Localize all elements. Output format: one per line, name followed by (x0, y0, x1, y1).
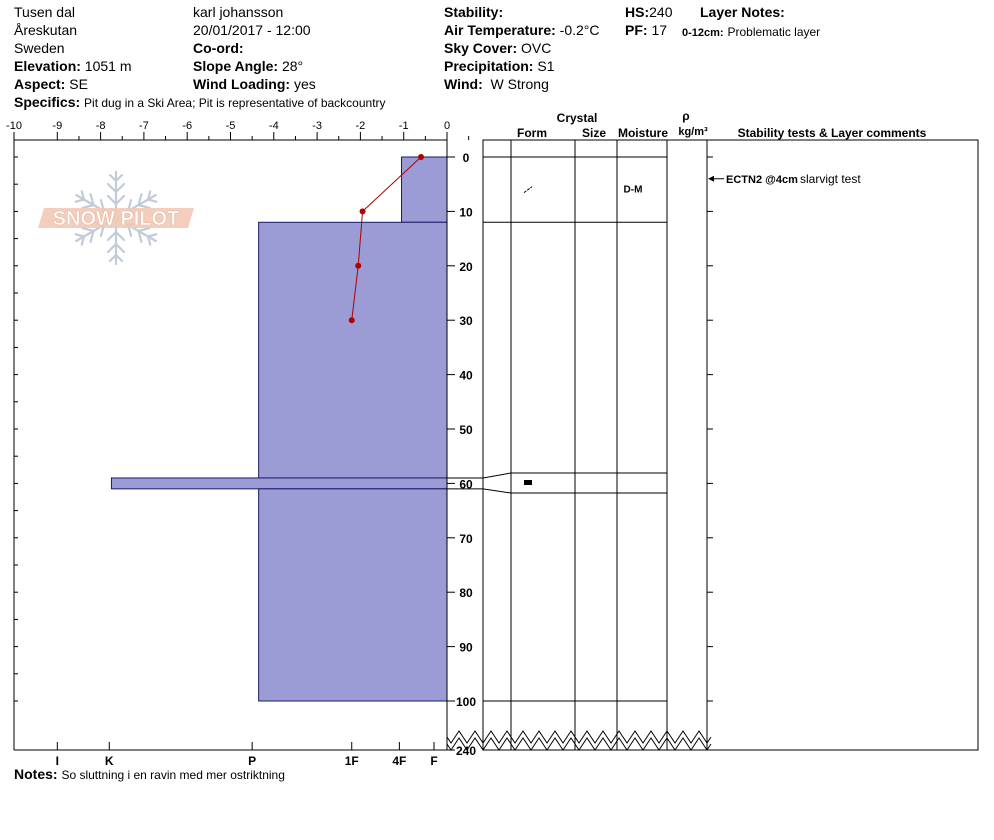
hardness-layer-bar (110, 477, 448, 490)
slope-angle: Slope Angle: 28° (193, 58, 304, 74)
sky-cover: Sky Cover: OVC (444, 40, 552, 56)
header-size: Size (582, 126, 606, 140)
temp-tick-label: -2 (356, 120, 366, 132)
wind: Wind: W Strong (444, 76, 549, 92)
layer-connector (482, 472, 512, 479)
temp-tick-label: -10 (6, 120, 22, 132)
hardness-layer-bar (258, 221, 448, 479)
temperature-line (351, 156, 422, 321)
temp-tick-label: 0 (444, 120, 450, 132)
table-frame (482, 139, 979, 751)
hardness-label: I (56, 754, 59, 768)
temp-tick-label: -8 (96, 120, 106, 132)
stability-test-arrow (708, 175, 714, 182)
air-temperature: Air Temperature: -0.2°C (444, 22, 600, 38)
temp-tick-label: -4 (269, 120, 279, 132)
hardness-label: P (248, 754, 256, 768)
depth-tick-label: 30 (459, 314, 473, 328)
crystal-form-symbol (524, 480, 532, 485)
hardness-layer-bar (401, 156, 448, 223)
notes: Notes: So sluttning i en ravin med mer o… (14, 766, 285, 782)
header-crystal: Crystal (557, 111, 598, 125)
stability: Stability: (444, 4, 504, 20)
depth-tick-label: 50 (459, 423, 473, 437)
crystal-form-symbol (523, 186, 533, 194)
depth-tick-label: 40 (459, 369, 473, 383)
temperature-point (418, 154, 425, 160)
temperature-point (355, 262, 362, 269)
layer-connector (482, 488, 512, 494)
temp-tick-label: -6 (182, 120, 192, 132)
hardness-label: 4F (392, 754, 406, 768)
precipitation: Precipitation: S1 (444, 58, 555, 74)
depth-break-zigzag (446, 737, 712, 751)
depth-tick-label: 100 (456, 695, 476, 709)
coord: Co-ord: (193, 40, 244, 56)
hardness-layer-bar (258, 488, 448, 702)
country: Sweden (14, 40, 65, 56)
stability-test-comment: slarvigt test (800, 172, 861, 186)
header-rho: ρ (682, 109, 689, 123)
temp-tick-label: -1 (399, 120, 409, 132)
location: Tusen dal (14, 4, 75, 20)
temp-tick-label: -3 (312, 120, 322, 132)
hardness-label: 1F (345, 754, 359, 768)
header-form: Form (517, 126, 547, 140)
hardness-label: F (430, 754, 437, 768)
moisture-value: D-M (624, 185, 643, 196)
snowpilot-logo: SNOW PILOT (38, 170, 194, 266)
hardness-label: K (105, 754, 114, 768)
depth-tick-label: 0 (463, 151, 470, 165)
depth-tick-label: 90 (459, 641, 473, 655)
temp-tick-label: -7 (139, 120, 149, 132)
datetime: 20/01/2017 - 12:00 (193, 22, 311, 38)
depth-tick-label: 70 (459, 532, 473, 546)
temperature-point (348, 317, 355, 324)
header-density-unit: kg/m³ (678, 126, 708, 138)
depth-tick-label: 80 (459, 586, 473, 600)
aspect: Aspect: SE (14, 76, 88, 92)
temp-tick-label: -5 (226, 120, 236, 132)
depth-tick-label: 240 (456, 744, 476, 758)
depth-tick-label: 20 (459, 260, 473, 274)
pf: PF: 17 (625, 22, 668, 38)
depth-break-zigzag (446, 730, 712, 744)
stability-test-label: ECTN2 @4cm (726, 174, 798, 186)
area: Åreskutan (14, 22, 78, 38)
layer-note: 0-12cm: Problematic layer (682, 25, 821, 39)
logo-text: SNOW PILOT (53, 208, 180, 230)
elevation: Elevation: 1051 m (14, 58, 132, 74)
layer-notes-title: Layer Notes: (700, 4, 785, 20)
header-moisture: Moisture (618, 126, 668, 140)
depth-tick-label: 10 (459, 205, 473, 219)
observer: karl johansson (193, 4, 284, 20)
temp-tick-label: -9 (52, 120, 62, 132)
header-stability-tests: Stability tests & Layer comments (738, 126, 927, 140)
depth-tick-label: 60 (459, 477, 473, 491)
hs: HS:240 (625, 4, 673, 20)
wind-loading: Wind Loading: yes (193, 76, 316, 92)
temperature-point (359, 208, 366, 215)
specifics: Specifics: Pit dug in a Ski Area; Pit is… (14, 94, 386, 110)
